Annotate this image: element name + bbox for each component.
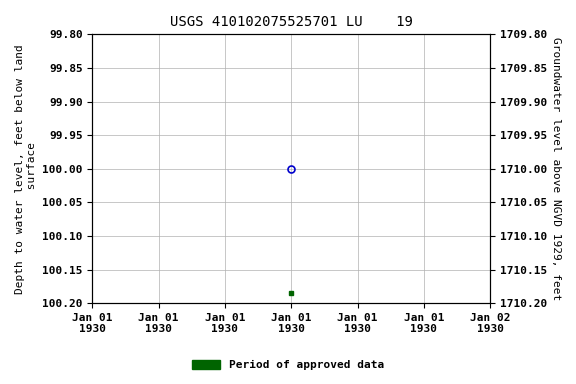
Title: USGS 410102075525701 LU    19: USGS 410102075525701 LU 19 <box>170 15 412 29</box>
Y-axis label: Depth to water level, feet below land
 surface: Depth to water level, feet below land su… <box>15 44 37 294</box>
Legend: Period of approved data: Period of approved data <box>188 356 388 375</box>
Y-axis label: Groundwater level above NGVD 1929, feet: Groundwater level above NGVD 1929, feet <box>551 37 561 300</box>
